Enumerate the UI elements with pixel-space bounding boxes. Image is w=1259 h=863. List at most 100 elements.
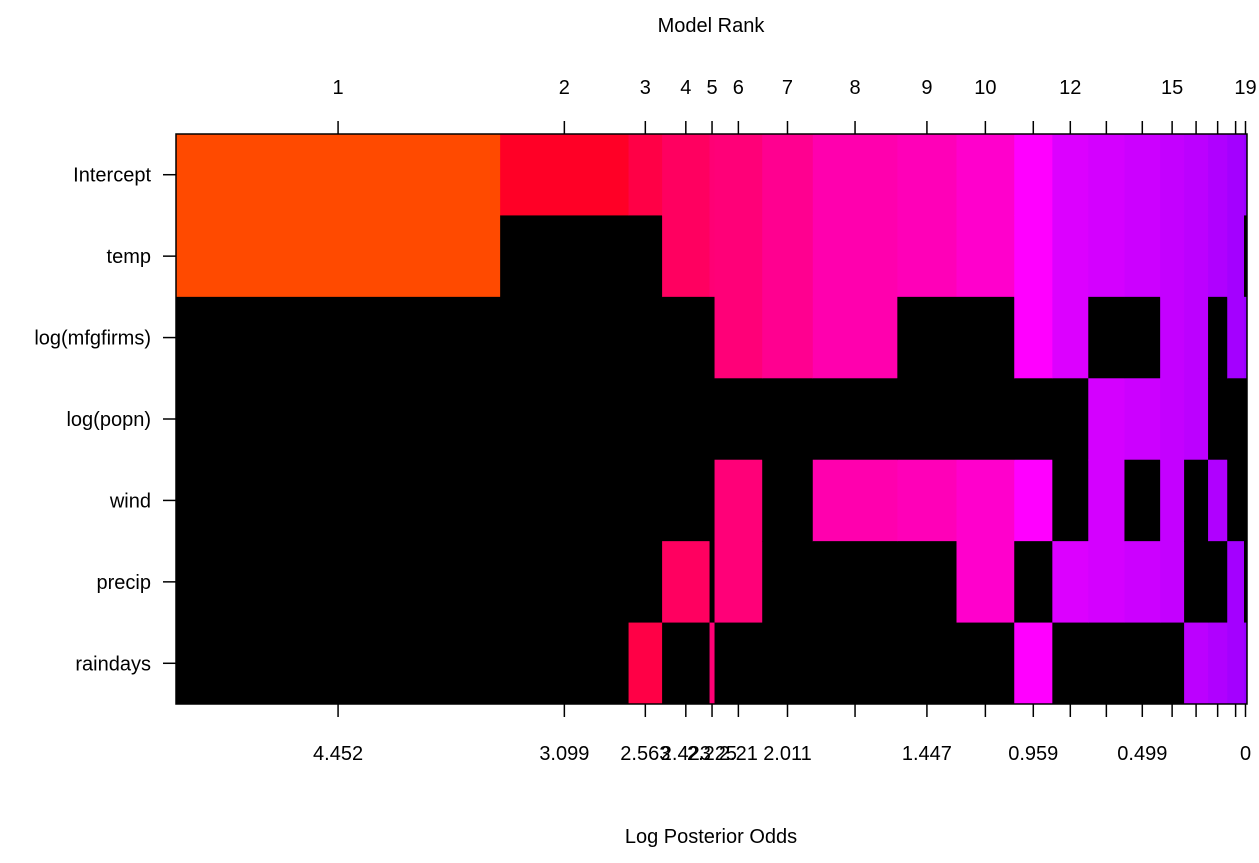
cell-model-8-precip [812,541,898,624]
odds-tick-label: 0.499 [1117,743,1167,765]
rank-tick-label: 3 [640,77,651,99]
variable-label: wind [109,490,151,512]
cell-model-2-log-mfgfirms- [500,296,630,379]
cell-model-10-precip [956,541,1015,624]
cell-model-19-precip [1244,541,1248,624]
cell-model-6-log-popn- [714,378,763,461]
variable-label: precip [97,572,151,594]
top-axis-title: Model Rank [658,15,766,37]
cell-model-14-intercept [1124,134,1161,216]
variable-label: Intercept [73,165,151,187]
odds-tick-label: 0.959 [1008,743,1058,765]
cell-model-10-raindays [956,622,1015,705]
cell-model-17-raindays [1208,622,1228,705]
cell-model-19-raindays [1244,622,1248,705]
cell-model-15-log-mfgfirms- [1160,296,1185,379]
cell-model-5-raindays [709,622,716,705]
cell-model-12-log-popn- [1052,378,1089,461]
cell-model-10-temp [956,215,1015,298]
cell-model-12-log-mfgfirms- [1052,296,1089,379]
heatmap-cells [176,134,1248,705]
cell-model-5-log-popn- [709,378,716,461]
cell-model-16-wind [1184,459,1209,542]
cell-model-18-wind [1227,459,1245,542]
cell-model-2-precip [500,541,630,624]
cell-model-7-intercept [762,134,814,216]
cell-model-1-wind [176,459,501,542]
cell-model-2-temp [500,215,630,298]
cell-model-6-wind [714,459,763,542]
cell-model-13-temp [1088,215,1125,298]
cell-model-7-temp [762,215,814,298]
rank-tick-label: 1 [333,77,344,99]
cell-model-4-raindays [662,622,711,705]
rank-tick-label: 7 [782,77,793,99]
cell-model-18-raindays [1227,622,1245,705]
cell-model-12-temp [1052,215,1089,298]
cell-model-6-intercept [714,134,763,216]
cell-model-13-wind [1088,459,1125,542]
cell-model-14-precip [1124,541,1161,624]
cell-model-18-intercept [1227,134,1245,216]
cell-model-15-raindays [1160,622,1185,705]
cell-model-8-log-popn- [812,378,898,461]
cell-model-12-intercept [1052,134,1089,216]
cell-model-7-precip [762,541,814,624]
cell-model-5-temp [709,215,716,298]
cell-model-3-precip [628,541,663,624]
rank-tick-label: 9 [921,77,932,99]
cell-model-7-log-popn- [762,378,814,461]
cell-model-1-log-popn- [176,378,501,461]
cell-model-4-intercept [662,134,711,216]
variable-label: log(popn) [66,409,151,431]
cell-model-16-temp [1184,215,1209,298]
cell-model-3-raindays [628,622,663,705]
cell-model-15-temp [1160,215,1185,298]
cell-model-17-intercept [1208,134,1228,216]
cell-model-4-log-mfgfirms- [662,296,711,379]
cell-model-7-log-mfgfirms- [762,296,814,379]
cell-model-1-raindays [176,622,501,705]
cell-model-11-log-mfgfirms- [1014,296,1053,379]
cell-model-3-wind [628,459,663,542]
odds-tick-label: 2.011 [763,743,812,765]
cell-model-19-log-mfgfirms- [1244,296,1248,379]
cell-model-16-raindays [1184,622,1209,705]
cell-model-9-precip [897,541,958,624]
odds-tick-label: 0 [1240,743,1251,765]
rank-tick-label: 6 [733,77,744,99]
cell-model-9-temp [897,215,958,298]
cell-model-9-intercept [897,134,958,216]
odds-tick-label: 2.563 [620,743,670,765]
cell-model-4-log-popn- [662,378,711,461]
cell-model-9-log-popn- [897,378,958,461]
cell-model-3-intercept [628,134,663,216]
cell-model-14-raindays [1124,622,1161,705]
cell-model-8-temp [812,215,898,298]
cell-model-18-temp [1227,215,1245,298]
cell-model-3-temp [628,215,663,298]
cell-model-14-log-popn- [1124,378,1161,461]
cell-model-5-wind [709,459,716,542]
cell-model-11-precip [1014,541,1053,624]
odds-tick-label: 3.099 [539,743,589,765]
rank-tick-label: 12 [1059,77,1081,99]
cell-model-5-log-mfgfirms- [709,296,716,379]
cell-model-6-temp [714,215,763,298]
cell-model-18-log-popn- [1227,378,1245,461]
cell-model-12-raindays [1052,622,1089,705]
variable-label: log(mfgfirms) [34,328,151,350]
cell-model-2-wind [500,459,630,542]
cell-model-11-temp [1014,215,1053,298]
odds-tick-label: 2.423 [661,743,711,765]
cell-model-17-log-popn- [1208,378,1228,461]
cell-model-13-precip [1088,541,1125,624]
cell-model-19-log-popn- [1244,378,1248,461]
cell-model-11-log-popn- [1014,378,1053,461]
cell-model-2-log-popn- [500,378,630,461]
cell-model-11-intercept [1014,134,1053,216]
cell-model-1-log-mfgfirms- [176,296,501,379]
rank-tick-label: 4 [680,77,691,99]
